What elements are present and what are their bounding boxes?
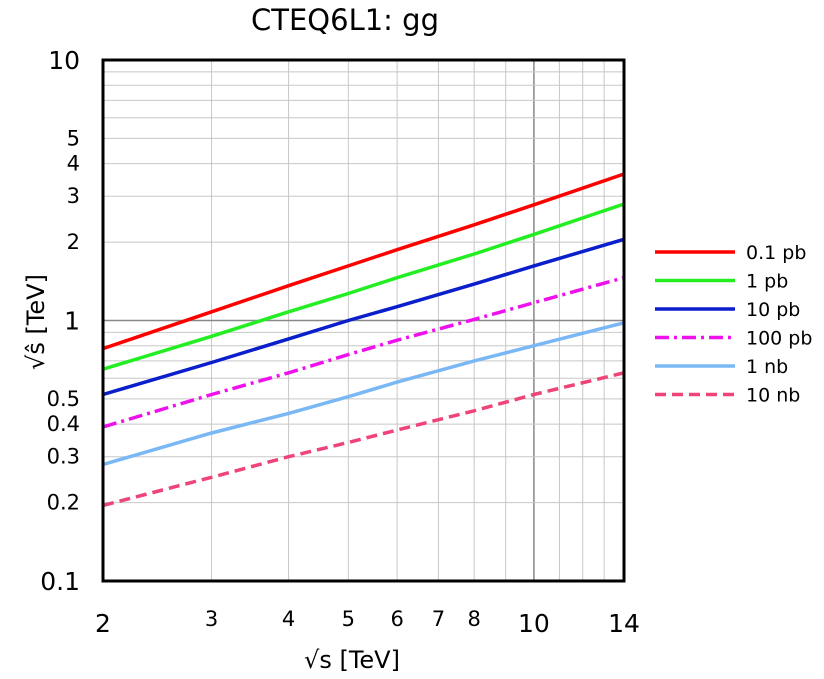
legend-label-0: 0.1 pb	[746, 242, 806, 264]
x-tick-label: 8	[467, 607, 480, 631]
x-tick-label: 5	[342, 607, 355, 631]
plot-frame	[101, 58, 626, 583]
y-axis-label: √ŝ [TeV]	[22, 274, 50, 370]
legend-label-5: 10 nb	[746, 385, 800, 407]
chart-title: CTEQ6L1: gg	[251, 3, 439, 37]
legend-label-2: 10 pb	[746, 299, 800, 321]
y-tick-label: 2	[67, 230, 80, 254]
series-line-0	[102, 172, 625, 351]
y-tick-label: 3	[67, 184, 80, 208]
x-tick-label: 7	[432, 607, 445, 631]
x-tick-label: 6	[390, 607, 403, 631]
series-layer	[102, 172, 625, 508]
y-tick-label: 0.1	[40, 567, 80, 596]
x-tick-label: 14	[608, 609, 640, 638]
x-axis-label: √s [TeV]	[304, 646, 400, 674]
legend-label-3: 100 pb	[746, 328, 812, 350]
legend-label-1: 1 pb	[746, 271, 788, 293]
y-tick-label: 0.4	[47, 412, 80, 436]
x-tick-label: 3	[205, 607, 218, 631]
legend-label-4: 1 nb	[746, 356, 788, 378]
y-tick-label: 4	[67, 152, 80, 176]
x-tick-labels: 2 3 4 5 6 7 8 10 14	[95, 607, 640, 638]
x-tick-label: 4	[282, 607, 295, 631]
y-tick-label: 1	[64, 307, 80, 336]
legend: 0.1 pb 1 pb 10 pb 100 pb 1 nb 10 nb	[655, 242, 812, 407]
y-tick-label: 5	[67, 126, 80, 150]
series-line-1	[102, 202, 625, 371]
y-tick-label: 0.5	[47, 387, 80, 411]
y-tick-label: 10	[48, 46, 80, 75]
series-line-2	[102, 237, 625, 397]
series-line-4	[102, 321, 625, 467]
x-tick-label: 2	[95, 609, 111, 638]
y-tick-label: 0.2	[47, 491, 80, 515]
grid	[103, 60, 624, 581]
series-line-3	[102, 276, 625, 429]
x-tick-label: 10	[518, 609, 550, 638]
y-tick-label: 0.3	[47, 445, 80, 469]
series-line-5	[102, 371, 625, 508]
y-tick-labels: 0.1 0.2 0.3 0.40.5 1 2 3 45 10	[40, 46, 80, 596]
